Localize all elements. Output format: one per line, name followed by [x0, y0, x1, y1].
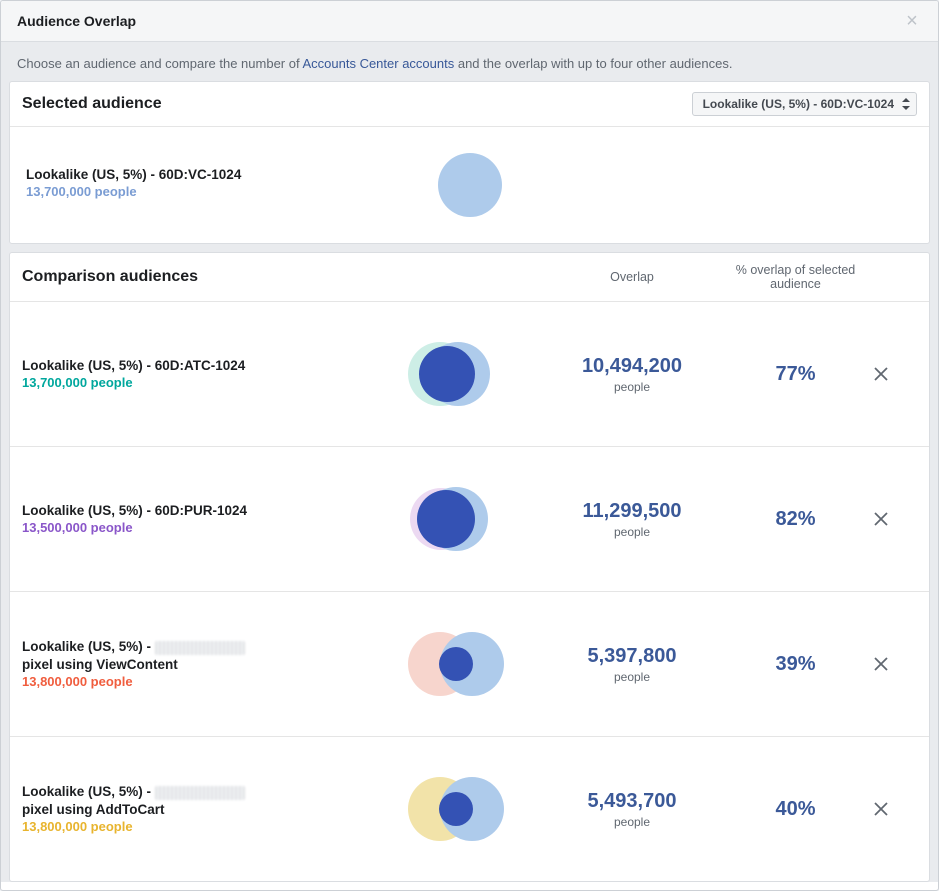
intro-suffix: and the overlap with up to four other au…	[454, 56, 732, 71]
comparison-audience-size: 13,700,000 people	[22, 375, 394, 390]
selected-audience-circle	[438, 153, 502, 217]
comparison-title: Comparison audiences	[22, 268, 402, 286]
overlap-value: 5,493,700	[542, 790, 722, 813]
comparison-audience-info: Lookalike (US, 5%) - 60D:PUR-1024 13,500,…	[22, 503, 402, 535]
remove-row-button[interactable]	[869, 362, 893, 386]
comparison-audience-info: Lookalike (US, 5%) - 60D:ATC-1024 13,700,…	[22, 358, 402, 390]
audience-selector-label: Lookalike (US, 5%) - 60D:VC-1024	[703, 97, 894, 111]
overlap-sub-label: people	[542, 815, 722, 829]
selected-audience-title: Selected audience	[22, 95, 162, 113]
remove-icon	[874, 802, 888, 816]
comparison-audience-name: Lookalike (US, 5%) - 60D:PUR-1024	[22, 503, 394, 518]
accounts-center-link[interactable]: Accounts Center accounts	[302, 56, 454, 71]
venn-diagram	[408, 775, 498, 843]
overlap-sub-label: people	[542, 380, 722, 394]
remove-icon	[874, 657, 888, 671]
comparison-audience-name-line2: pixel using ViewContent	[22, 657, 394, 672]
pct-col-label: % overlap of selected audience	[722, 263, 869, 291]
comparison-audience-size: 13,800,000 people	[22, 674, 394, 689]
audience-overlap-dialog: Audience Overlap × Choose an audience an…	[0, 0, 939, 891]
comparison-audience-info: Lookalike (US, 5%) - pixel using AddToCa…	[22, 784, 402, 833]
venn-overlap-lens	[419, 346, 475, 402]
comparison-audience-size: 13,800,000 people	[22, 819, 394, 834]
venn-diagram	[408, 340, 498, 408]
comparison-row: Lookalike (US, 5%) - 60D:ATC-1024 13,700,…	[10, 302, 929, 446]
dialog-title: Audience Overlap	[17, 13, 136, 29]
remove-icon	[874, 512, 888, 526]
redacted-text	[155, 641, 245, 655]
comparison-audience-name: Lookalike (US, 5%) -	[22, 639, 394, 654]
remove-row-button[interactable]	[869, 652, 893, 676]
overlap-percent: 82%	[722, 508, 869, 531]
remove-row-button[interactable]	[869, 507, 893, 531]
overlap-metric: 10,494,200 people	[542, 355, 722, 394]
comparison-audience-name-line2: pixel using AddToCart	[22, 802, 394, 817]
overlap-value: 10,494,200	[542, 355, 722, 378]
venn-diagram	[408, 630, 498, 698]
overlap-metric: 11,299,500 people	[542, 500, 722, 539]
overlap-sub-label: people	[542, 670, 722, 684]
venn-overlap-lens	[417, 490, 475, 548]
comparison-header: Comparison audiences Overlap % overlap o…	[10, 253, 929, 302]
comparison-audience-name: Lookalike (US, 5%) -	[22, 784, 394, 799]
overlap-value: 5,397,800	[542, 645, 722, 668]
selected-audience-panel: Selected audience Lookalike (US, 5%) - 6…	[9, 81, 930, 244]
overlap-col-label: Overlap	[542, 270, 722, 284]
remove-icon	[874, 367, 888, 381]
comparison-audience-size: 13,500,000 people	[22, 520, 394, 535]
overlap-sub-label: people	[542, 525, 722, 539]
audience-selector[interactable]: Lookalike (US, 5%) - 60D:VC-1024	[692, 92, 917, 116]
comparison-audience-name: Lookalike (US, 5%) - 60D:ATC-1024	[22, 358, 394, 373]
sort-icon	[902, 98, 910, 110]
comparison-panel: Comparison audiences Overlap % overlap o…	[9, 252, 930, 882]
overlap-percent: 77%	[722, 363, 869, 386]
remove-row-button[interactable]	[869, 797, 893, 821]
venn-diagram	[408, 485, 498, 553]
comparison-row: Lookalike (US, 5%) - 60D:PUR-1024 13,500,…	[10, 446, 929, 591]
comparison-audience-info: Lookalike (US, 5%) - pixel using ViewCon…	[22, 639, 402, 688]
redacted-text	[155, 786, 245, 800]
intro-text: Choose an audience and compare the numbe…	[1, 42, 938, 81]
dialog-body: Choose an audience and compare the numbe…	[1, 42, 938, 882]
dialog-header: Audience Overlap ×	[1, 1, 938, 42]
comparison-row: Lookalike (US, 5%) - pixel using ViewCon…	[10, 591, 929, 736]
comparison-row: Lookalike (US, 5%) - pixel using AddToCa…	[10, 736, 929, 881]
selected-audience-header: Selected audience Lookalike (US, 5%) - 6…	[10, 82, 929, 127]
overlap-metric: 5,493,700 people	[542, 790, 722, 829]
overlap-metric: 5,397,800 people	[542, 645, 722, 684]
venn-overlap-lens	[439, 647, 473, 681]
overlap-percent: 39%	[722, 653, 869, 676]
comparison-rows: Lookalike (US, 5%) - 60D:ATC-1024 13,700,…	[10, 302, 929, 881]
venn-overlap-lens	[439, 792, 473, 826]
overlap-value: 11,299,500	[542, 500, 722, 523]
intro-prefix: Choose an audience and compare the numbe…	[17, 56, 302, 71]
selected-audience-body: Lookalike (US, 5%) - 60D:VC-1024 13,700,…	[10, 127, 929, 243]
overlap-percent: 40%	[722, 798, 869, 821]
close-icon[interactable]: ×	[902, 11, 922, 31]
